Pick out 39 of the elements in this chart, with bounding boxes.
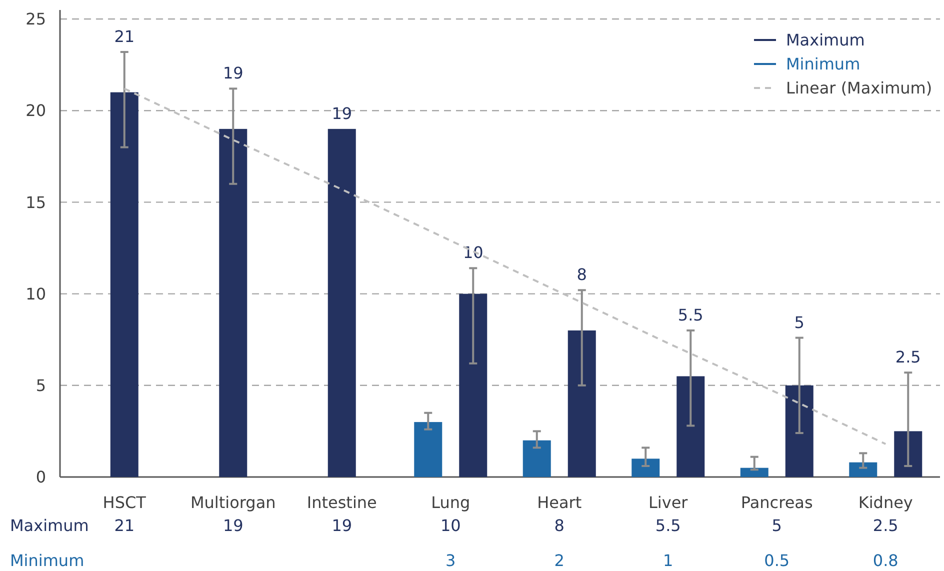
data-label: 5.5 — [655, 516, 681, 535]
x-tick-label: Pancreas — [740, 493, 813, 512]
y-tick-label: 25 — [26, 10, 46, 29]
legend-label: Minimum — [786, 54, 860, 74]
x-tick-label: Liver — [648, 493, 688, 512]
text: 5.5 — [678, 305, 704, 324]
legend-label: Maximum — [786, 30, 865, 50]
data-label: 3 — [446, 551, 456, 570]
data-label: 8 — [554, 516, 564, 535]
text: 2.5 — [895, 348, 921, 367]
legend-label: Linear (Maximum) — [786, 78, 932, 98]
data-label: 19 — [332, 516, 352, 535]
text: Maximum — [10, 516, 89, 535]
x-tick-label: Intestine — [306, 493, 377, 512]
data-label: 2.5 — [872, 516, 898, 535]
y-tick-label: 10 — [26, 284, 46, 304]
data-label: 10 — [440, 516, 461, 535]
x-tick-label: HSCT — [102, 493, 146, 512]
text: 5 — [794, 312, 804, 332]
y-tick-label: 20 — [26, 101, 46, 120]
data-label: 21 — [114, 516, 135, 535]
data-label: 19 — [222, 516, 244, 535]
y-tick-label: 0 — [36, 468, 46, 487]
text: 8 — [576, 265, 587, 284]
text: Minimum — [10, 551, 84, 570]
data-label: 0.8 — [872, 551, 898, 570]
text: 19 — [222, 64, 244, 83]
y-tick-label: 5 — [36, 376, 46, 395]
data-label: 0.5 — [764, 551, 790, 570]
text: 19 — [332, 104, 352, 123]
data-label: 2 — [554, 551, 564, 570]
y-tick-label: 15 — [26, 192, 46, 212]
text: 21 — [114, 26, 135, 46]
x-tick-label: Multiorgan — [190, 493, 276, 512]
data-label: 5 — [772, 516, 782, 535]
x-tick-label: Kidney — [858, 493, 913, 512]
data-label: 1 — [663, 551, 674, 570]
x-tick-label: Lung — [431, 493, 470, 512]
x-tick-label: Heart — [537, 493, 582, 512]
